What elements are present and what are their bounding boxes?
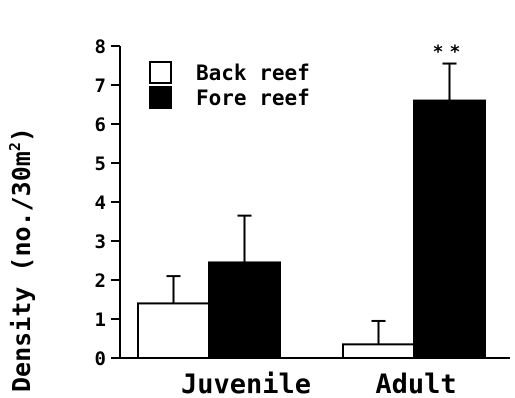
svg-text:Density (no./30m2): Density (no./30m2)	[6, 127, 36, 392]
y-tick-label: 2	[95, 270, 106, 292]
bar-back-reef	[137, 302, 210, 359]
y-axis-title-main: Density (no./30m	[7, 151, 36, 392]
x-category-label: Adult	[375, 369, 456, 398]
legend-swatch	[149, 86, 172, 109]
y-axis-title-superscript: 2	[6, 142, 24, 151]
legend-swatch	[149, 61, 172, 84]
y-tick-label: 7	[95, 75, 106, 97]
y-tick-label: 4	[95, 192, 106, 214]
axes: 0 1 2 3 4 5 6 7 8 Juvenile Adult	[95, 36, 510, 398]
bars: **	[137, 42, 486, 360]
y-axis-title: Density (no./30m2)	[6, 127, 36, 392]
x-category-label: Juvenile	[181, 369, 311, 398]
significance-annotation: **	[433, 42, 467, 63]
legend-label: Back reef	[196, 61, 310, 85]
y-axis-title-close: )	[7, 127, 36, 142]
y-tick-label: 5	[95, 153, 106, 175]
y-tick-label: 1	[95, 309, 106, 331]
y-tick-label: 0	[95, 348, 106, 370]
y-tick-label: 3	[95, 231, 106, 253]
legend-label: Fore reef	[196, 86, 310, 110]
bar-back-reef	[342, 343, 415, 360]
y-tick-label: 6	[95, 114, 106, 136]
y-tick-label: 8	[95, 36, 106, 58]
bar-fore-reef	[413, 99, 486, 359]
bar-fore-reef	[208, 261, 281, 360]
